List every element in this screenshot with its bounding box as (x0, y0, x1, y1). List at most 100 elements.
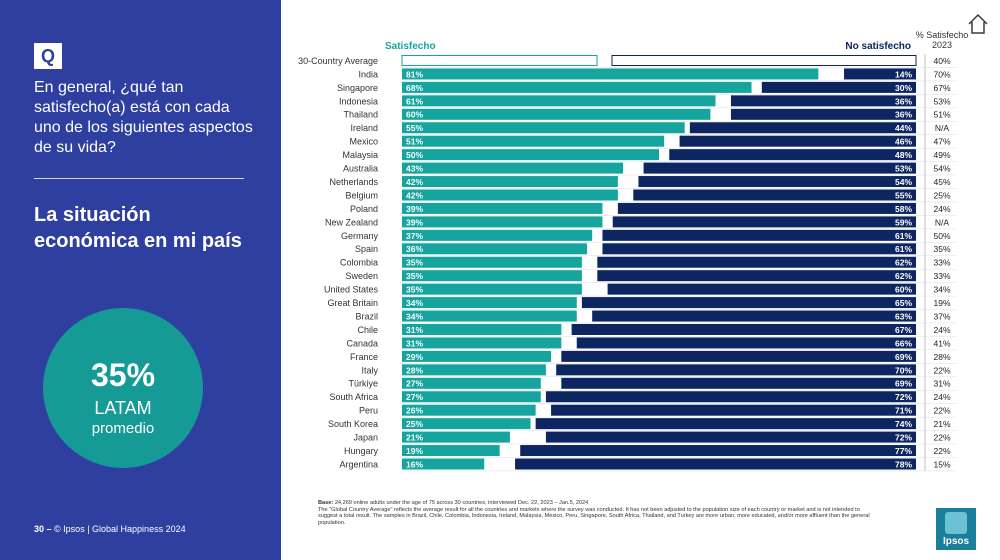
prev-2023-value: 24% (933, 204, 950, 214)
prev-2023-value: N/A (935, 123, 950, 133)
label-satisfied: 34% (406, 311, 423, 321)
bar-satisfied (402, 391, 541, 403)
country-label: Hungary (344, 446, 379, 456)
bar-satisfied (402, 297, 577, 309)
label-satisfied: 43% (406, 164, 423, 174)
label-satisfied: 81% (406, 69, 423, 79)
label-not-satisfied: 61% (895, 231, 912, 241)
label-satisfied: 42% (406, 190, 423, 200)
page-number: 30 – (34, 524, 52, 534)
country-label: India (358, 69, 378, 79)
bar-not-satisfied (633, 189, 916, 201)
label-not-satisfied: 67% (895, 325, 912, 335)
label-not-satisfied: 36% (895, 96, 912, 106)
bar-not-satisfied (592, 310, 916, 322)
country-label: Thailand (343, 110, 378, 120)
country-label: 30-Country Average (298, 56, 378, 66)
country-label: Poland (350, 204, 378, 214)
bar-not-satisfied (545, 391, 916, 403)
label-not-satisfied: 59% (895, 217, 912, 227)
label-satisfied: 19% (406, 446, 423, 456)
bar-satisfied (402, 256, 582, 268)
label-satisfied: 25% (406, 419, 423, 429)
prev-2023-value: 19% (933, 298, 950, 308)
prev-2023-value: 41% (933, 338, 950, 348)
bar-satisfied (402, 418, 531, 430)
label-not-satisfied: 74% (895, 419, 912, 429)
label-satisfied: 34% (406, 298, 423, 308)
bar-satisfied (402, 283, 582, 295)
label-not-satisfied: 54% (895, 177, 912, 187)
bar-satisfied (402, 176, 618, 188)
label-satisfied: 35% (406, 258, 423, 268)
country-label: United States (324, 285, 379, 295)
average-bar-satisfied (401, 55, 598, 66)
average-label: promedio (91, 420, 155, 437)
bar-not-satisfied (761, 81, 916, 93)
bar-satisfied (402, 310, 577, 322)
country-label: Great Britain (327, 298, 378, 308)
prev-2023-value: 24% (933, 392, 950, 402)
bar-satisfied (402, 404, 536, 416)
logo-mark (945, 512, 967, 534)
prev-2023-value: 37% (933, 311, 950, 321)
bar-not-satisfied (679, 135, 916, 147)
question-badge: Q (34, 43, 62, 69)
bar-not-satisfied (730, 108, 916, 120)
label-not-satisfied: 30% (895, 83, 912, 93)
label-satisfied: 35% (406, 271, 423, 281)
average-percent: 35% (90, 357, 156, 393)
bar-satisfied (402, 350, 552, 362)
country-label: Italy (361, 365, 378, 375)
ipsos-logo: Ipsos (936, 508, 976, 550)
bar-satisfied (402, 81, 752, 93)
bar-not-satisfied (576, 337, 916, 349)
bar-not-satisfied (551, 404, 916, 416)
footer-copyright: © Ipsos | Global Happiness 2024 (54, 524, 186, 534)
country-label: Belgium (345, 190, 378, 200)
country-label: Spain (355, 244, 378, 254)
label-satisfied: 37% (406, 231, 423, 241)
prev-2023-value: 35% (933, 244, 950, 254)
bar-not-satisfied (607, 283, 916, 295)
label-not-satisfied: 78% (895, 459, 912, 469)
bar-not-satisfied (561, 350, 916, 362)
bar-not-satisfied (561, 377, 916, 389)
country-label: New Zealand (325, 217, 378, 227)
prev-2023-value: 33% (933, 258, 950, 268)
label-not-satisfied: 53% (895, 164, 912, 174)
bar-not-satisfied (844, 68, 916, 80)
label-satisfied: 16% (406, 459, 423, 469)
label-satisfied: 39% (406, 204, 423, 214)
label-not-satisfied: 66% (895, 338, 912, 348)
label-satisfied: 29% (406, 352, 423, 362)
home-icon[interactable] (967, 13, 989, 35)
bar-satisfied (402, 122, 685, 134)
prev-2023-value: 22% (933, 365, 950, 375)
prev-2023-value: 21% (933, 419, 950, 429)
prev-2023-value: 25% (933, 190, 950, 200)
bar-not-satisfied (612, 216, 916, 228)
label-not-satisfied: 60% (895, 285, 912, 295)
bar-satisfied (402, 324, 562, 335)
country-label: Canada (346, 338, 378, 348)
label-satisfied: 60% (406, 110, 423, 120)
country-label: Japan (353, 433, 378, 443)
label-not-satisfied: 62% (895, 258, 912, 268)
label-not-satisfied: 55% (895, 190, 912, 200)
bar-satisfied (402, 68, 819, 80)
label-not-satisfied: 36% (895, 110, 912, 120)
label-satisfied: 50% (406, 150, 423, 160)
bar-not-satisfied (643, 162, 916, 174)
bar-not-satisfied (515, 458, 916, 470)
country-label: Peru (359, 406, 378, 416)
col-header-year: 2023 (932, 40, 952, 50)
footer: 30 – © Ipsos | Global Happiness 2024 (34, 524, 186, 534)
legend-satisfied: Satisfecho (385, 41, 436, 52)
label-satisfied: 21% (406, 433, 423, 443)
bar-not-satisfied (581, 297, 916, 309)
prev-2023-value: 34% (933, 285, 950, 295)
bar-not-satisfied (689, 122, 916, 134)
legend-not-satisfied: No satisfecho (845, 41, 911, 52)
